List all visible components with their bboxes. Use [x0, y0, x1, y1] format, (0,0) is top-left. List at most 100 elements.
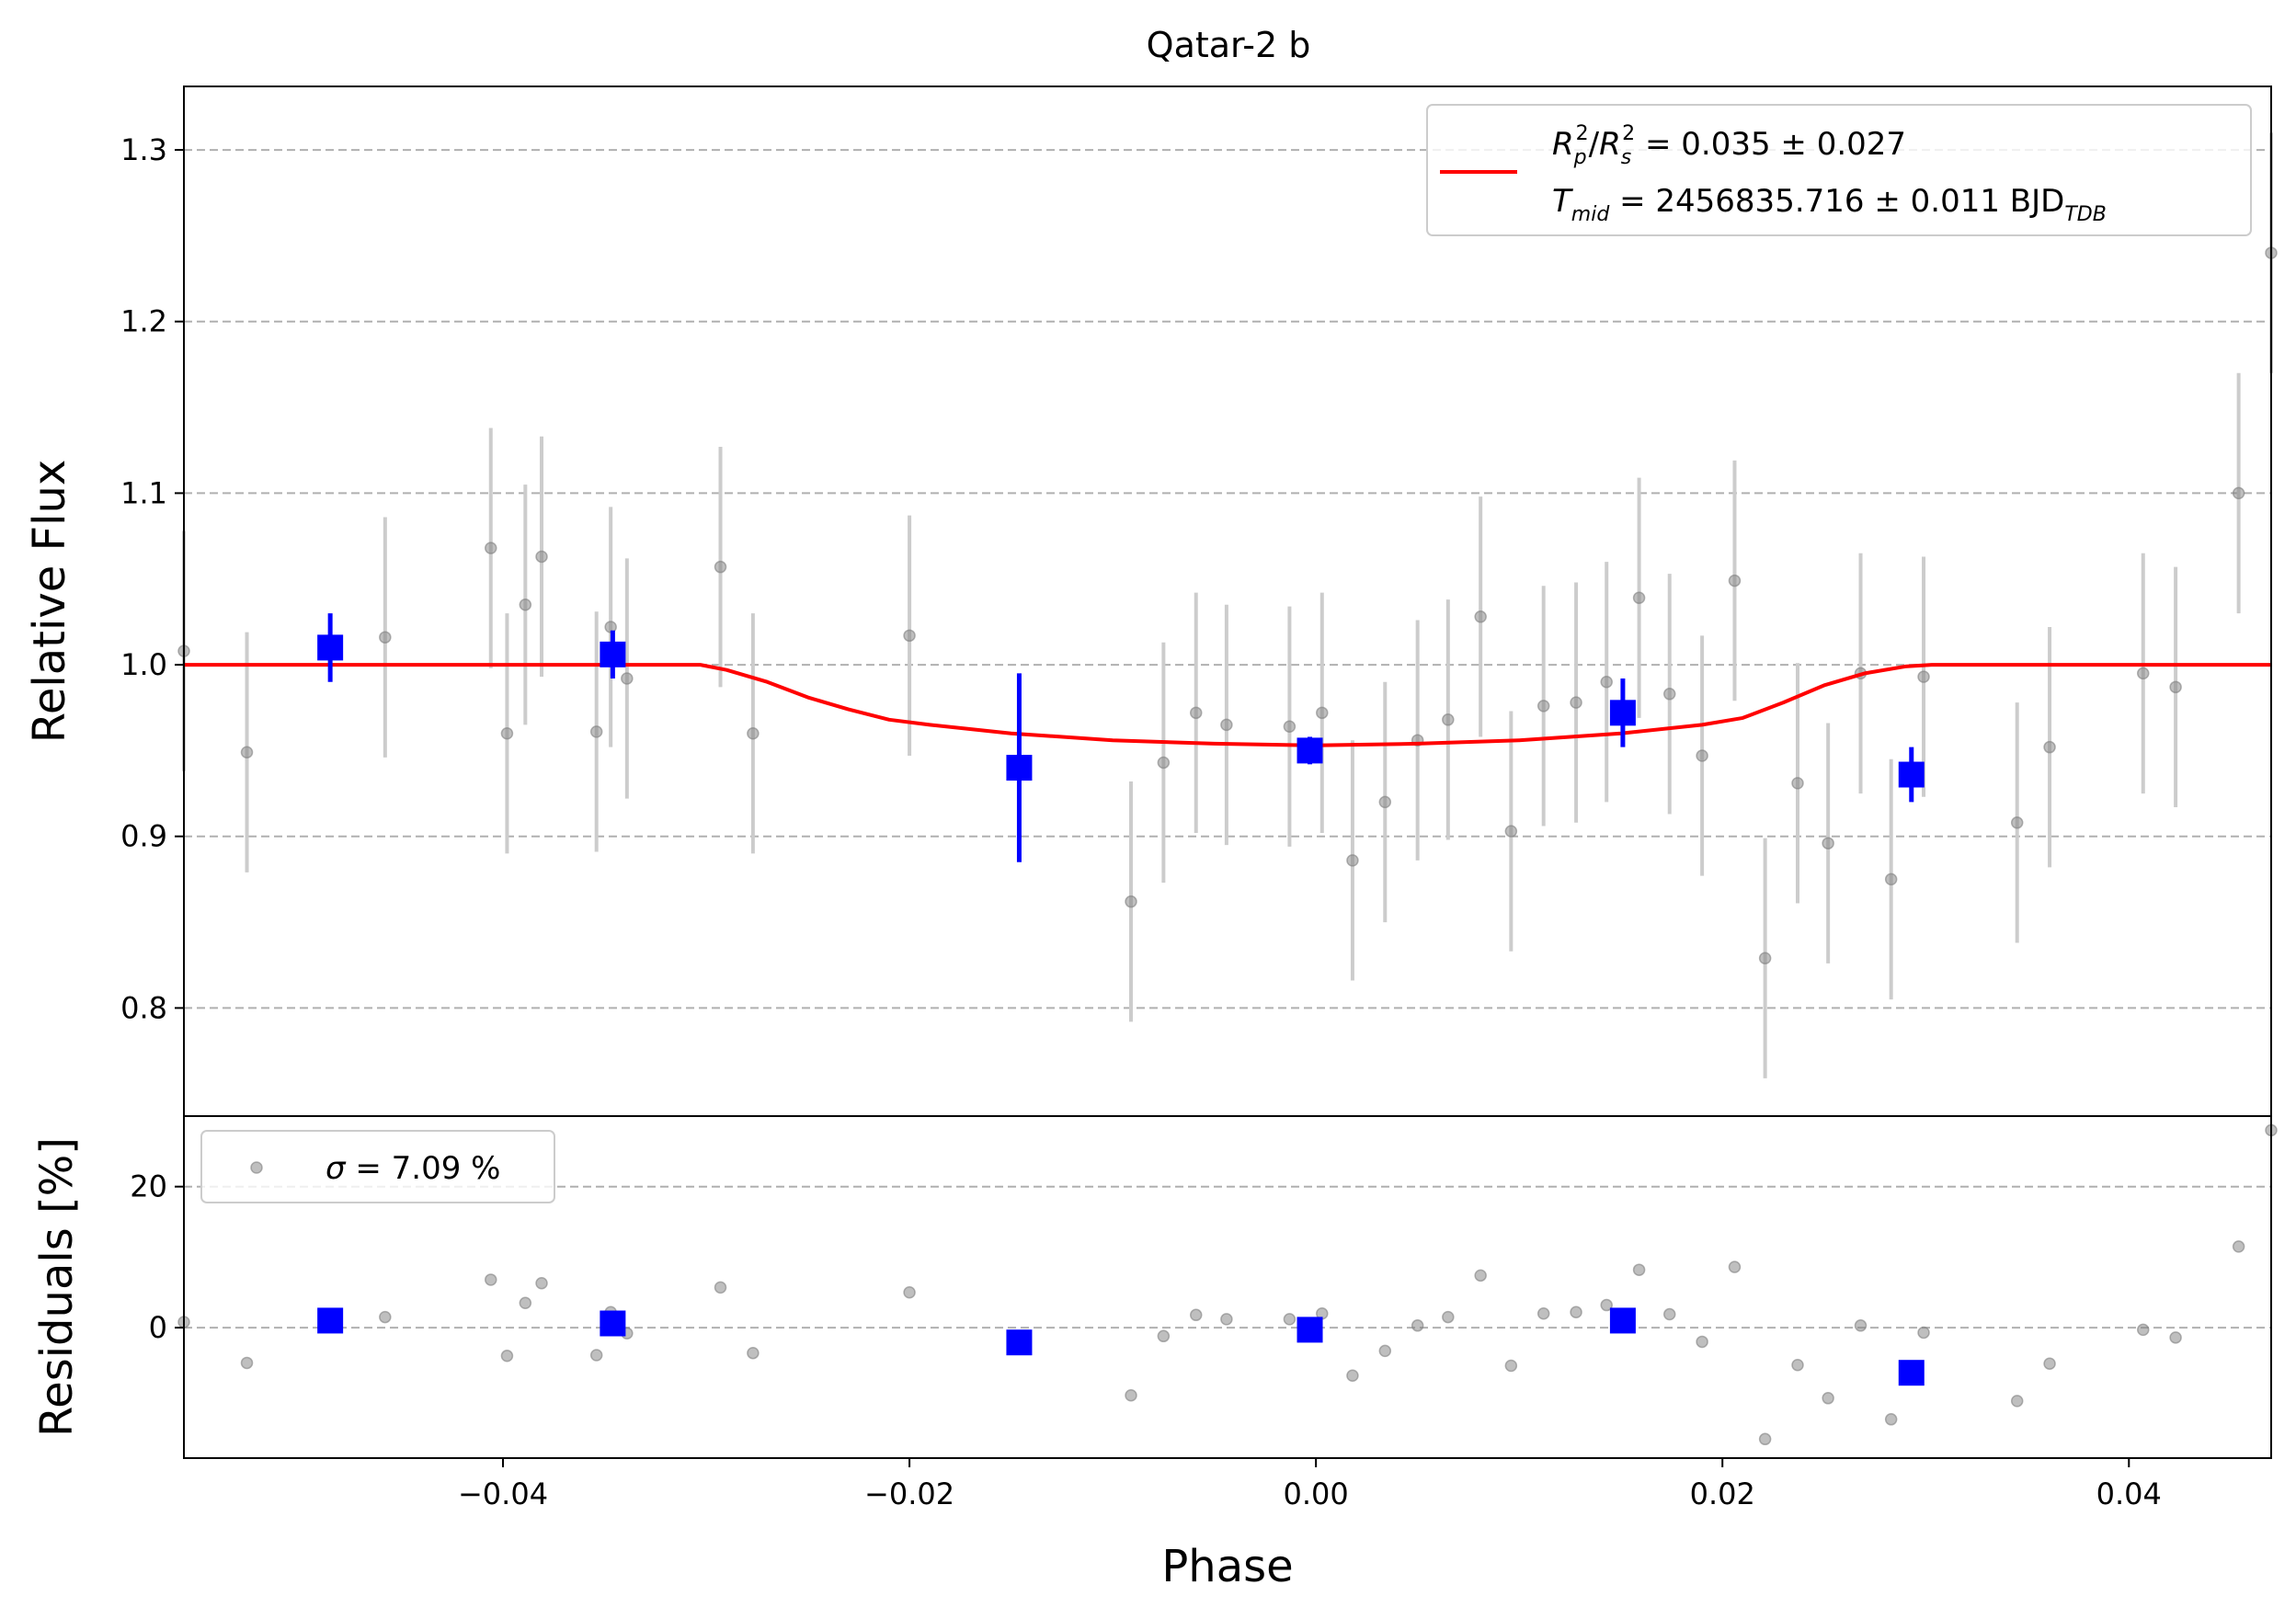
flux-data-point [1474, 610, 1487, 623]
residuals-y-tick-label: 0 [149, 1310, 167, 1345]
residual-data-point [1822, 1392, 1834, 1405]
residuals-legend-box [200, 1130, 555, 1203]
flux-data-point [1157, 756, 1171, 770]
phase-x-tick-label: −0.02 [864, 1476, 954, 1511]
flux-legend-box [1426, 104, 2252, 236]
residuals-y-axis-label: Residuals [%] [31, 1137, 83, 1437]
flux-data-point [1600, 675, 1613, 689]
binned-point [1296, 737, 1323, 764]
residuals-binned-points [317, 1307, 1925, 1386]
residuals-panel: 0 20 −0.04 −0.02 0.00 0.02 0.04 Residuals [%]… [31, 1115, 2278, 1592]
residual-binned-point [1006, 1329, 1033, 1356]
phase-x-tick-label: −0.04 [458, 1476, 548, 1511]
flux-data-point [1632, 591, 1646, 605]
residual-data-point [1884, 1413, 1898, 1426]
residual-data-point [535, 1277, 548, 1290]
residual-data-point [379, 1310, 392, 1324]
flux-data-point [485, 542, 497, 554]
residuals-plot-frame [183, 1115, 2272, 1459]
binned-point [600, 641, 626, 667]
residual-data-point [2010, 1395, 2024, 1408]
flux-data-point [621, 672, 634, 685]
residual-binned-point [317, 1307, 344, 1334]
residual-data-point [1758, 1432, 1772, 1446]
legend-sigma-text: σ = 7.09 % [326, 1150, 500, 1187]
residual-data-point [1854, 1319, 1868, 1332]
residual-data-point [1474, 1269, 1487, 1283]
residual-binned-point [1898, 1360, 1925, 1386]
binned-point [1898, 761, 1925, 788]
flux-y-tick-label: 0.8 [120, 990, 167, 1025]
residual-data-point [1220, 1313, 1233, 1326]
flux-data-point [535, 550, 548, 564]
residual-data-point [2169, 1331, 2182, 1344]
flux-data-point [1696, 749, 1708, 762]
residual-data-point [1504, 1359, 1518, 1373]
binned-point [1609, 700, 1636, 726]
flux-data-point [1220, 718, 1233, 732]
legend-data-marker [250, 1161, 263, 1174]
residual-data-point [1570, 1305, 1582, 1318]
flux-data-point [747, 726, 760, 740]
residual-data-point [1791, 1359, 1804, 1372]
residual-data-point [1662, 1307, 1676, 1321]
flux-data-point [500, 726, 514, 740]
residuals-y-tick-label: 20 [130, 1169, 167, 1204]
residuals-data-points [177, 1123, 2278, 1446]
flux-data-point [2169, 680, 2182, 694]
residual-binned-point [1296, 1317, 1323, 1343]
flux-data-point [1536, 700, 1550, 713]
residual-data-point [1632, 1263, 1646, 1276]
legend-tmid-text: Tmid = 2456835.716 ± 0.011 BJDTDB [1552, 183, 2107, 226]
phase-x-tick-label: 0.02 [1690, 1476, 1755, 1511]
flux-data-point [379, 631, 392, 644]
flux-data-point [1346, 854, 1359, 867]
residual-data-point [1728, 1260, 1742, 1273]
residuals-legend: σ = 7.09 % [200, 1130, 555, 1203]
flux-data-point [589, 725, 603, 738]
residual-data-point [2137, 1323, 2150, 1337]
flux-data-points [177, 132, 2278, 1078]
flux-data-point [1662, 688, 1676, 701]
flux-y-tick-label: 0.9 [120, 819, 167, 854]
flux-data-point [1728, 574, 1742, 587]
flux-data-point [2232, 486, 2245, 500]
phase-x-ticks: −0.04 −0.02 0.00 0.02 0.04 [458, 1458, 2162, 1511]
residual-data-point [1157, 1329, 1171, 1343]
flux-data-point [2043, 740, 2056, 754]
residual-data-point [1283, 1313, 1296, 1326]
flux-y-tick-label: 1.2 [120, 304, 167, 339]
flux-data-point [714, 560, 727, 574]
residual-data-point [1536, 1307, 1550, 1320]
binned-point [317, 634, 344, 661]
residual-data-point [240, 1356, 254, 1370]
flux-legend: Rp2/Rs2 = 0.035 ± 0.027 Tmid = 2456835.7… [1426, 104, 2252, 236]
flux-data-point [1442, 713, 1455, 726]
residual-data-point [747, 1346, 760, 1360]
flux-data-point [1791, 777, 1804, 790]
residual-data-point [1378, 1344, 1392, 1358]
residual-data-point [714, 1281, 727, 1294]
flux-y-tick-label: 1.3 [120, 132, 167, 167]
chart-title: Qatar-2 b [1147, 25, 1311, 65]
phase-x-tick-label: 0.00 [1284, 1476, 1349, 1511]
flux-data-point [903, 629, 916, 643]
residual-data-point [1917, 1326, 1930, 1340]
flux-y-ticks: 0.8 0.9 1.0 1.1 1.2 1.3 [120, 132, 184, 1025]
flux-data-point [1125, 895, 1137, 908]
residual-binned-point [600, 1310, 626, 1337]
flux-data-point [1884, 872, 1898, 886]
residual-binned-point [1609, 1307, 1636, 1334]
residual-data-point [485, 1273, 497, 1286]
flux-data-point [2010, 816, 2024, 829]
flux-data-point [519, 598, 532, 611]
binned-point [1006, 755, 1033, 781]
flux-y-tick-label: 1.0 [120, 647, 167, 682]
residual-data-point [2043, 1357, 2056, 1370]
residual-data-point [1600, 1298, 1613, 1312]
residual-data-point [589, 1349, 603, 1362]
flux-data-point [1316, 706, 1329, 720]
legend-depth-text: Rp2/Rs2 = 0.035 ± 0.027 [1552, 122, 1906, 169]
flux-data-point [1758, 952, 1772, 965]
